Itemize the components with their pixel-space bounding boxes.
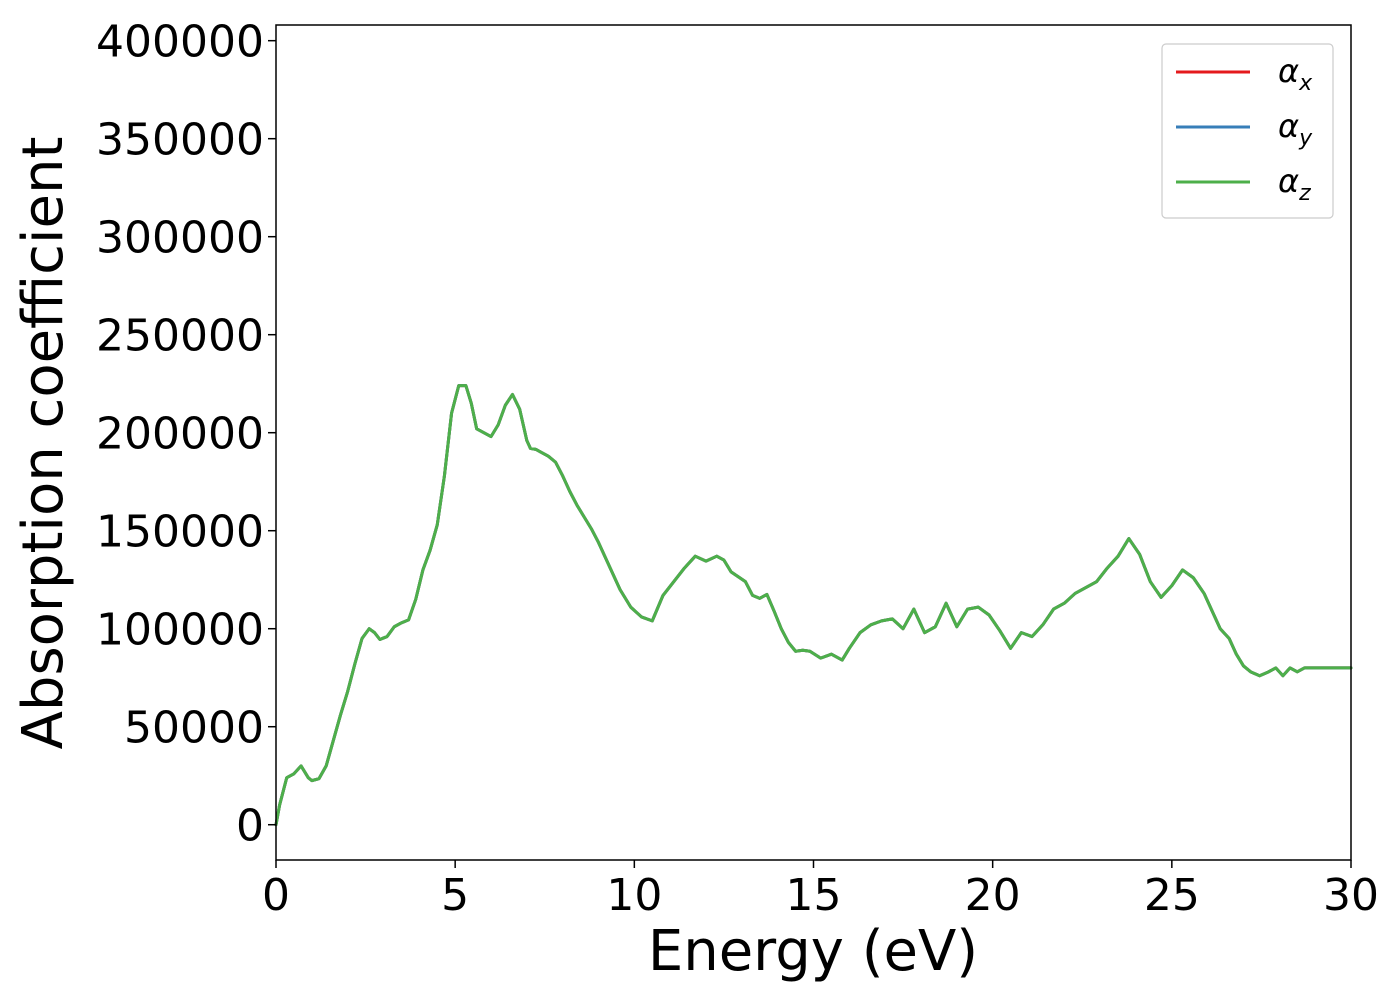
y-tick-label: 300000 [96, 213, 264, 264]
y-axis-ticks: 0 50000 100000 150000 200000 250000 300000 3500… [96, 17, 276, 852]
x-tick-label: 25 [1144, 870, 1200, 921]
y-axis-label: Absorption coefficient [11, 137, 76, 750]
legend-items: αx αy αz [1176, 52, 1313, 206]
x-axis-ticks: 0 5 10 15 20 25 30 [262, 860, 1379, 921]
x-axis-label: Energy (eV) [648, 919, 978, 984]
y-tick-label: 100000 [96, 605, 264, 656]
series-line-3 [274, 384, 1353, 827]
x-tick-label: 30 [1323, 870, 1379, 921]
y-tick-label: 50000 [124, 703, 264, 754]
y-tick-label: 200000 [96, 409, 264, 460]
y-tick-label: 250000 [96, 311, 264, 362]
x-tick-label: 20 [965, 870, 1021, 921]
y-tick-label: 350000 [96, 115, 264, 166]
series-line-1 [274, 384, 1353, 827]
y-tick-label: 400000 [96, 17, 264, 68]
x-tick-label: 0 [262, 870, 290, 921]
series-line-2 [274, 384, 1353, 827]
legend: αx αy αz [1161, 43, 1334, 219]
y-tick-label: 0 [236, 801, 264, 852]
x-tick-label: 5 [441, 870, 469, 921]
series-layer [274, 384, 1353, 827]
y-tick-label: 150000 [96, 507, 264, 558]
legend-label: αy [1278, 107, 1313, 151]
x-tick-label: 10 [606, 870, 662, 921]
legend-label: αx [1278, 52, 1313, 96]
x-tick-label: 15 [786, 870, 842, 921]
legend-label: αz [1278, 162, 1311, 206]
legend-box [1161, 43, 1334, 219]
